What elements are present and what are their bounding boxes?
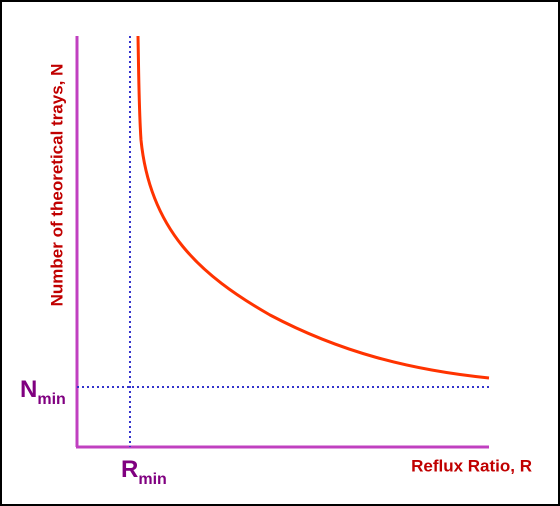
r-min-subscript: min (138, 471, 166, 488)
r-min-label: Rmin (121, 456, 167, 488)
y-axis-label: Number of theoretical trays, N (47, 64, 66, 307)
trays-curve (136, 35, 490, 380)
n-min-symbol: N (20, 376, 37, 403)
r-min-symbol: R (121, 456, 138, 483)
n-min-label: Nmin (20, 376, 66, 408)
n-min-subscript: min (37, 391, 65, 408)
x-axis-label: Reflux Ratio, R (411, 456, 532, 475)
